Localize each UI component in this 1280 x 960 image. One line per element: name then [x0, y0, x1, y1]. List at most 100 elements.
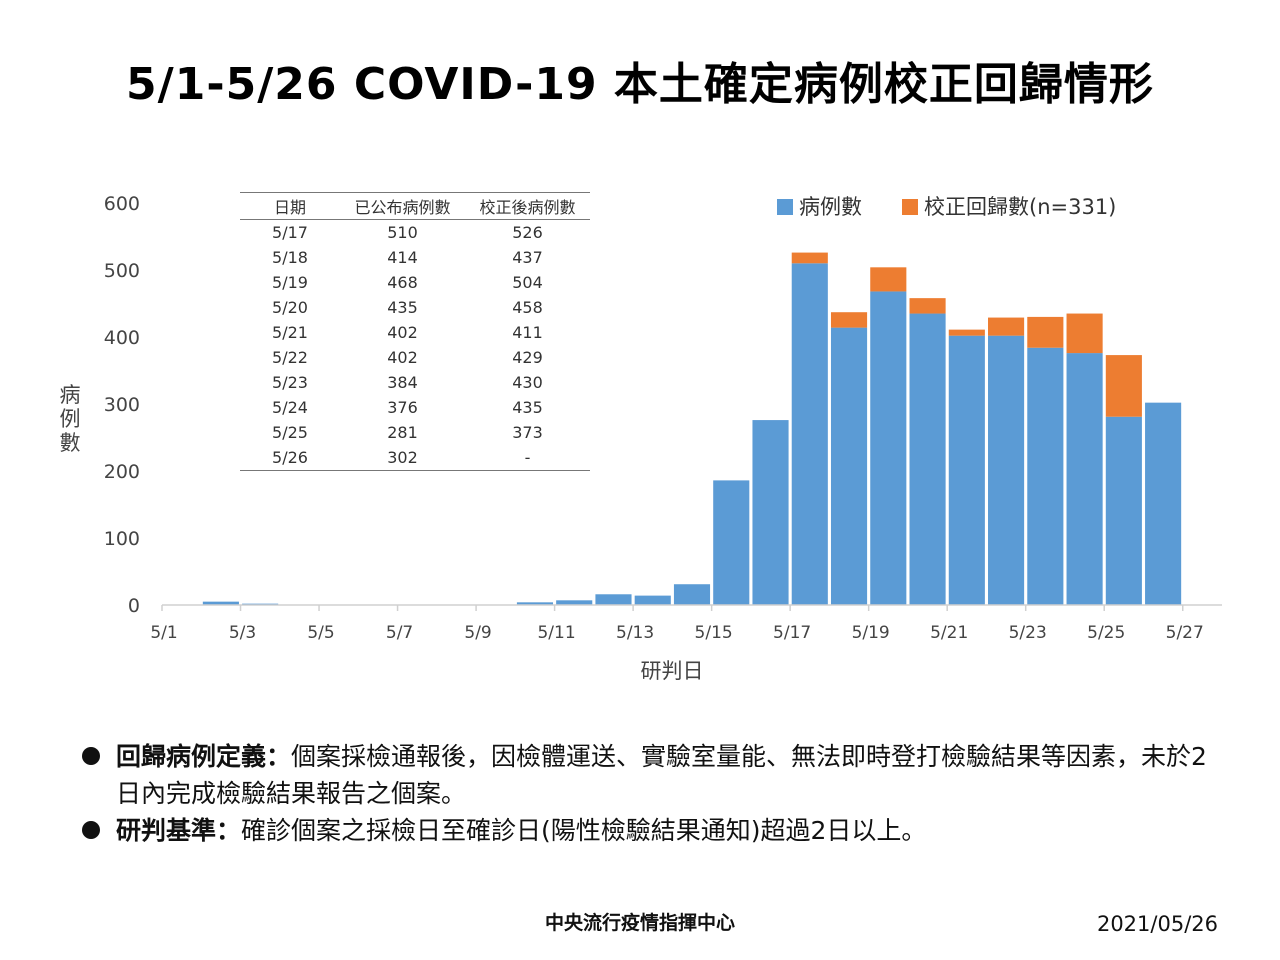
- case-bar-chart: 0 100 200 300 400 500 600 5/1 5/3 5/5 5/7 5/9 5/11 5…: [60, 193, 1222, 683]
- table-header-date: 日期: [273, 198, 306, 217]
- table-row: 5/24 376 435: [240, 395, 590, 420]
- note-label: 回歸病例定義：: [116, 742, 292, 771]
- table-cell-corrected: 526: [512, 223, 543, 242]
- x-tick-label: 5/19: [852, 623, 890, 643]
- bar-backlog-5-23: [1027, 316, 1064, 348]
- table-cell-corrected: 435: [512, 398, 543, 417]
- table-cell-date: 5/22: [272, 348, 308, 367]
- y-tick-label: 600: [104, 193, 140, 215]
- table-cell-date: 5/19: [272, 273, 308, 292]
- bullet-icon: [82, 821, 100, 839]
- x-tick-label: 5/3: [229, 623, 256, 643]
- bar-reported-5-25: [1105, 416, 1142, 605]
- bar-reported-5-17: [791, 263, 828, 605]
- y-tick-label: 0: [128, 595, 140, 617]
- y-tick-label: 200: [104, 461, 140, 483]
- table-cell-reported: 414: [387, 248, 418, 267]
- table-cell-corrected: 373: [512, 423, 543, 442]
- bar-reported-5-16: [752, 420, 789, 605]
- table-header-corrected: 校正後病例數: [479, 198, 576, 217]
- x-tick-label: 5/9: [464, 623, 491, 643]
- table-cell-reported: 376: [387, 398, 418, 417]
- bar-reported-5-23: [1027, 347, 1064, 605]
- legend-swatch-reported: [777, 199, 793, 215]
- table-cell-date: 5/17: [272, 223, 308, 242]
- table-cell-corrected: -: [524, 448, 531, 467]
- note-definition: 回歸病例定義：個案採檢通報後，因檢體運送、實驗室量能、無法即時登打檢驗結果等因素…: [82, 738, 1222, 812]
- bar-reported-5-11: [556, 600, 593, 605]
- bar-backlog-5-17: [791, 252, 828, 264]
- bar-backlog-5-22: [988, 317, 1025, 336]
- table-cell-corrected: 411: [512, 323, 543, 342]
- table-header: 日期 已公布病例數 校正後病例數: [240, 193, 590, 220]
- bar-backlog-5-19: [870, 267, 907, 292]
- legend-label-backlog: 校正回歸數(n=331): [924, 195, 1116, 219]
- bar-reported-5-26: [1145, 402, 1182, 605]
- bar-reported-5-14: [673, 584, 711, 605]
- y-tick-label: 100: [104, 528, 140, 550]
- y-tick-label: 500: [104, 260, 140, 282]
- y-tick-label: 300: [104, 394, 140, 416]
- bullet-icon: [82, 747, 100, 765]
- table-row: 5/21 402 411: [240, 320, 590, 345]
- footer-date: 2021/05/26: [1096, 912, 1218, 936]
- x-tick-label: 5/21: [930, 623, 968, 643]
- table-cell-date: 5/26: [272, 448, 308, 467]
- note-label: 研判基準：: [116, 816, 242, 845]
- table-row: 5/25 281 373: [240, 420, 590, 445]
- bar-backlog-5-21: [948, 329, 985, 336]
- x-tick-label: 5/5: [307, 623, 334, 643]
- bar-backlog-5-18: [830, 312, 868, 328]
- table-cell-date: 5/24: [272, 398, 308, 417]
- bar-backlog-5-24: [1066, 313, 1103, 354]
- y-axis-label: 病例數: [60, 383, 81, 455]
- table-cell-reported: 302: [387, 448, 418, 467]
- table-row: 5/18 414 437: [240, 245, 590, 270]
- legend: 病例數 校正回歸數(n=331): [777, 195, 1116, 219]
- x-tick-label: 5/27: [1166, 623, 1204, 643]
- table-cell-reported: 402: [387, 348, 418, 367]
- x-tick-label: 5/15: [695, 623, 733, 643]
- table-row: 5/19 468 504: [240, 270, 590, 295]
- notes: 回歸病例定義：個案採檢通報後，因檢體運送、實驗室量能、無法即時登打檢驗結果等因素…: [82, 738, 1222, 849]
- note-criteria: 研判基準：確診個案之採檢日至確診日(陽性檢驗結果通知)超過2日以上。: [82, 812, 1222, 849]
- bar-reported-5-15: [713, 480, 750, 605]
- table-cell-corrected: 458: [512, 298, 543, 317]
- table-cell-reported: 384: [387, 373, 418, 392]
- table-cell-reported: 510: [387, 223, 418, 242]
- legend-swatch-backlog: [902, 199, 918, 215]
- table-cell-reported: 281: [387, 423, 418, 442]
- table-cell-corrected: 429: [512, 348, 543, 367]
- table-cell-date: 5/23: [272, 373, 308, 392]
- bar-backlog-5-20: [909, 298, 946, 314]
- table-cell-date: 5/18: [272, 248, 308, 267]
- legend-label-reported: 病例數: [799, 195, 862, 219]
- bar-reported-5-20: [909, 313, 946, 605]
- bar-reported-5-19: [870, 291, 907, 605]
- table-cell-reported: 402: [387, 323, 418, 342]
- table-cell-date: 5/20: [272, 298, 308, 317]
- x-axis-label: 研判日: [641, 659, 704, 683]
- bar-reported-5-12: [595, 594, 632, 605]
- bar-reported-5-24: [1066, 353, 1103, 605]
- bar-reported-5-2: [202, 601, 239, 605]
- bar-reported-5-18: [830, 327, 868, 605]
- table-row: 5/23 384 430: [240, 370, 590, 395]
- x-tick-label: 5/7: [386, 623, 413, 643]
- table-cell-date: 5/21: [272, 323, 308, 342]
- footer-organization: 中央流行疫情指揮中心: [544, 912, 735, 934]
- table-cell-date: 5/25: [272, 423, 308, 442]
- table-cell-corrected: 437: [512, 248, 543, 267]
- x-tick-label: 5/1: [150, 623, 177, 643]
- table-row: 5/22 402 429: [240, 345, 590, 370]
- table-row: 5/26 302 -: [240, 445, 590, 470]
- correction-table: 日期 已公布病例數 校正後病例數 5/17 510 526 5/18 414 437 5/1…: [240, 192, 590, 471]
- table-cell-reported: 435: [387, 298, 418, 317]
- table-cell-reported: 468: [387, 273, 418, 292]
- y-tick-label: 400: [104, 327, 140, 349]
- x-tick-label: 5/17: [773, 623, 811, 643]
- table-row: 5/17 510 526: [240, 220, 590, 245]
- bar-reported-5-10: [516, 602, 554, 605]
- x-tick-label: 5/25: [1087, 623, 1125, 643]
- bar-backlog-5-25: [1105, 355, 1142, 417]
